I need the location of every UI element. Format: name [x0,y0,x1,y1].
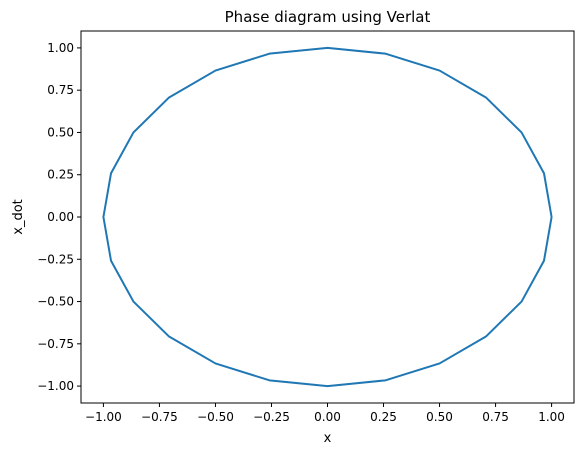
x-tick-label: 0.50 [426,410,453,424]
x-axis-ticks: −1.00 −0.75 −0.50 −0.25 0.00 0.25 0.50 0.75 1.00 [85,403,565,424]
y-tick-label: −0.75 [37,337,74,351]
y-axis-ticks: −1.00 −0.75 −0.50 −0.25 0.00 0.25 0.50 0.75 1.00 [37,41,81,393]
plot-area [102,46,553,388]
y-axis-label: x_dot [11,199,26,235]
y-tick-label: 0.00 [47,210,74,224]
y-tick-label: −0.50 [37,295,74,309]
y-tick-label: 1.00 [47,41,74,55]
x-axis-label: x [324,431,332,446]
series-line-0 [102,46,553,388]
y-tick-label: −0.25 [37,252,74,266]
axes-frame [80,30,575,404]
x-tick-label: 0.00 [314,410,341,424]
y-tick-label: 0.50 [47,125,74,139]
y-tick-label: −1.00 [37,379,74,393]
x-tick-label: 1.00 [538,410,565,424]
x-tick-label: −0.75 [141,410,178,424]
x-tick-label: −0.50 [197,410,234,424]
x-tick-label: −0.25 [253,410,290,424]
x-tick-label: 0.75 [482,410,509,424]
x-tick-label: 0.25 [370,410,397,424]
y-tick-label: 0.25 [47,168,74,182]
y-tick-label: 0.75 [47,83,74,97]
chart-title: Phase diagram using Verlat [225,8,431,26]
x-tick-label: −1.00 [85,410,122,424]
